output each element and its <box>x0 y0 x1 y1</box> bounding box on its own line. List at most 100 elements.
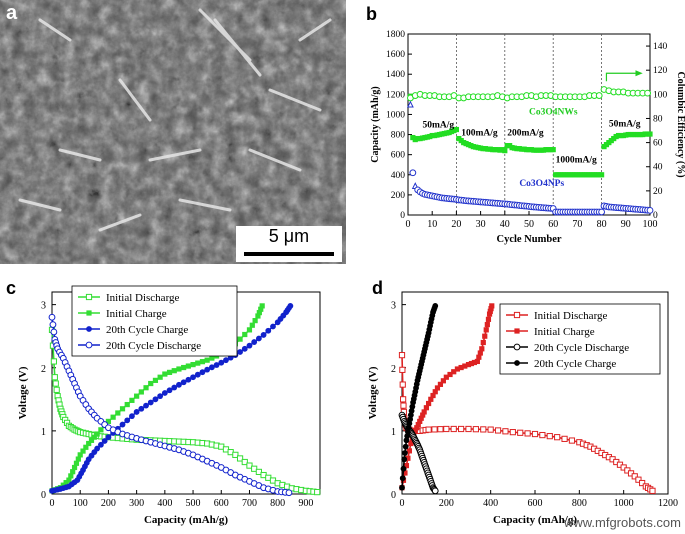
point-1-1-1 <box>405 455 411 461</box>
point-0-end <box>649 487 656 494</box>
x-tick-label-10: 100 <box>643 219 658 230</box>
point-0-12-0 <box>554 434 561 441</box>
annotation-4: 50mA/g <box>609 120 641 130</box>
x-tick-label-2: 200 <box>101 498 116 509</box>
point-2-79 <box>598 208 606 216</box>
point-1-11-1 <box>166 369 173 375</box>
point-0-0-0 <box>398 352 406 359</box>
legend-label-1: Initial Charge <box>534 326 595 338</box>
series-2 <box>49 302 294 494</box>
x-tick-label-3: 300 <box>129 498 144 509</box>
legend-marker-3 <box>85 341 93 349</box>
legend-marker-2 <box>513 343 521 351</box>
legend-marker-1 <box>514 328 520 334</box>
y2-tick-label-5: 100 <box>653 90 668 100</box>
point-1-8-2 <box>129 397 135 403</box>
x-tick-label-5: 50 <box>524 219 534 230</box>
point-0-10-2 <box>524 430 531 437</box>
point-2-6-1 <box>97 441 104 448</box>
x-axis-label: Capacity (mAh/g) <box>144 514 228 526</box>
point-1-5-1 <box>88 437 95 443</box>
point-1-3-2 <box>75 456 81 462</box>
point-3-0-2 <box>400 465 407 472</box>
y-tick-label-7: 1400 <box>386 70 405 80</box>
point-2-17-1 <box>251 339 258 345</box>
chart-c: 0 100 200 300 400 500 600 700 800 900 0 1 2 3 Capacity… <box>17 285 321 526</box>
point-2-18-2 <box>270 323 276 330</box>
point-2-11-2 <box>171 384 178 391</box>
point-1-9-2 <box>462 363 468 369</box>
y-tick-label-6: 1200 <box>386 90 405 100</box>
point-3-0-0 <box>399 484 405 491</box>
point-1-4-0 <box>417 418 423 425</box>
x-tick-label-5: 1000 <box>614 498 634 509</box>
point-2-13-0 <box>190 374 196 381</box>
legend-marker-0 <box>85 293 93 301</box>
point-1-9-1 <box>138 389 144 395</box>
point-1-18-2 <box>258 306 264 312</box>
scale-bar <box>244 252 334 256</box>
point-2-17-2 <box>255 335 262 342</box>
point-1-1-0 <box>403 462 410 469</box>
x-axis-label: Capacity (mAh/g) <box>493 514 577 526</box>
y-tick-label-3: 600 <box>391 151 406 161</box>
panel-label-c: c <box>6 278 17 298</box>
scale-bar-box: 5 μm <box>236 226 342 262</box>
point-1-2-0 <box>66 477 72 483</box>
y-tick-label-0: 0 <box>391 490 396 501</box>
point-1-13-2 <box>485 316 492 322</box>
point-2-end <box>431 487 439 495</box>
legend-label-0: Initial Discharge <box>534 310 608 322</box>
point-3-1-0 <box>401 456 408 463</box>
point-2-0 <box>407 100 414 108</box>
y-tick-label-4: 800 <box>391 131 406 141</box>
legend-label-1: Initial Charge <box>106 308 167 320</box>
point-1-12-0 <box>479 346 485 352</box>
x-tick-label-7: 700 <box>242 498 257 509</box>
point-0-end <box>314 489 321 496</box>
x-tick-label-5: 500 <box>186 498 201 509</box>
point-1-5-0 <box>421 409 427 415</box>
point-1-13-1 <box>195 360 201 366</box>
point-3-0-0 <box>48 313 56 321</box>
point-2-11-0 <box>161 390 168 396</box>
point-1-39 <box>595 92 603 99</box>
y-axis-label: Capacity (mAh/g) <box>370 86 381 162</box>
watermark: www.mfgrobots.com <box>563 515 681 530</box>
y-tick-label-9: 1800 <box>386 30 405 40</box>
point-3-0-1 <box>49 321 57 329</box>
point-1-8-0 <box>443 374 449 380</box>
point-2-14-2 <box>213 362 220 368</box>
point-1-10-1 <box>468 360 475 367</box>
point-0-8-0 <box>465 425 472 433</box>
point-0-20-1 <box>251 465 258 472</box>
y2-tick-label-3: 60 <box>653 139 663 149</box>
point-2-12-1 <box>180 379 187 386</box>
point-3-1-1 <box>402 450 408 456</box>
point-1-11-0 <box>162 371 168 377</box>
point-1-2-2 <box>70 469 76 475</box>
legend-marker-3 <box>514 360 520 366</box>
point-1-12-1 <box>181 364 187 371</box>
point-1-8-1 <box>447 371 453 378</box>
point-0-39 <box>502 148 508 154</box>
x-tick-label-4: 800 <box>572 498 587 509</box>
point-0-18-1 <box>635 476 642 483</box>
point-1-10-2 <box>157 374 163 380</box>
point-1-6-1 <box>430 392 436 399</box>
series-3 <box>48 313 293 497</box>
y-tick-label-1: 1 <box>41 427 46 438</box>
point-0-0-2 <box>50 358 57 365</box>
point-1-9-1 <box>458 364 464 371</box>
point-0-9-0 <box>487 426 494 433</box>
point-1-7-1 <box>437 381 444 387</box>
point-0-1-0 <box>51 374 58 381</box>
scale-bar-label: 5 μm <box>268 226 310 246</box>
point-0-9-1 <box>494 427 502 434</box>
point-3-0-2 <box>50 328 58 336</box>
x-tick-label-8: 800 <box>270 498 285 509</box>
y-tick-label-3: 3 <box>391 301 396 312</box>
x-tick-label-9: 90 <box>621 219 631 230</box>
x-tick-label-1: 100 <box>73 498 88 509</box>
annotation-2: 200mA/g <box>507 129 544 139</box>
